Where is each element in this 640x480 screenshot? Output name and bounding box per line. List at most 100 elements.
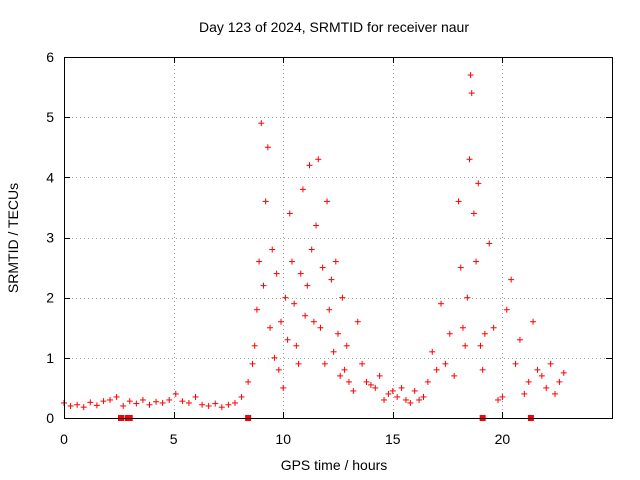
y-tick-label: 4 — [46, 169, 54, 185]
data-point — [394, 393, 401, 400]
axis-ticks: 0 5 10 15 20 0 1 2 3 4 5 6 — [46, 49, 612, 447]
data-point — [534, 366, 541, 373]
data-point — [438, 300, 445, 307]
data-point — [308, 246, 315, 253]
data-point — [490, 324, 497, 331]
x-tick-label: 15 — [385, 431, 401, 447]
data-point — [93, 402, 100, 409]
y-axis-title: SRMTID / TECUs — [5, 183, 21, 293]
data-point — [402, 396, 409, 403]
data-point — [139, 396, 146, 403]
data-point — [477, 342, 484, 349]
data-point — [273, 270, 280, 277]
data-point — [416, 396, 423, 403]
data-point — [420, 393, 427, 400]
data-point — [451, 372, 458, 379]
data-points — [61, 72, 567, 421]
data-point — [354, 318, 361, 325]
data-point — [433, 366, 440, 373]
data-point — [457, 264, 464, 271]
data-point — [179, 398, 186, 405]
data-point — [74, 401, 81, 408]
data-point — [269, 246, 276, 253]
y-tick-label: 1 — [46, 350, 54, 366]
data-point — [212, 400, 219, 407]
y-tick-label: 2 — [46, 290, 54, 306]
data-point — [245, 378, 252, 385]
y-tick-label: 5 — [46, 109, 54, 125]
data-point — [159, 399, 166, 406]
data-point — [280, 384, 287, 391]
data-point — [328, 276, 335, 283]
data-point — [238, 393, 245, 400]
data-point — [343, 342, 350, 349]
data-point — [442, 360, 449, 367]
data-point — [192, 393, 199, 400]
data-point — [286, 210, 293, 217]
data-point — [376, 372, 383, 379]
data-point — [304, 282, 311, 289]
data-point — [470, 210, 477, 217]
data-point — [107, 396, 114, 403]
data-point — [459, 324, 466, 331]
data-point — [264, 144, 271, 151]
data-point — [411, 387, 418, 394]
grid — [64, 57, 612, 418]
y-tick-label: 6 — [46, 49, 54, 65]
data-point — [293, 342, 300, 349]
data-point — [508, 276, 515, 283]
data-point — [258, 120, 265, 127]
data-point — [67, 402, 74, 409]
data-point — [481, 330, 488, 337]
x-axis-title: GPS time / hours — [281, 457, 388, 473]
data-point — [372, 384, 379, 391]
data-point — [530, 318, 537, 325]
data-point — [466, 156, 473, 163]
data-point — [120, 402, 127, 409]
data-point — [446, 330, 453, 337]
data-point — [464, 294, 471, 301]
data-point — [218, 404, 225, 411]
data-point — [503, 306, 510, 313]
data-point — [350, 387, 357, 394]
data-point — [284, 336, 291, 343]
data-point — [185, 399, 192, 406]
data-point — [407, 399, 414, 406]
data-point — [278, 318, 285, 325]
data-point — [315, 156, 322, 163]
data-point — [475, 180, 482, 187]
data-point — [253, 306, 260, 313]
data-point — [339, 294, 346, 301]
x-tick-label: 0 — [60, 431, 68, 447]
data-point — [330, 348, 337, 355]
data-point — [424, 378, 431, 385]
data-point — [302, 312, 309, 319]
data-point — [225, 401, 232, 408]
data-point — [295, 360, 302, 367]
data-point — [310, 318, 317, 325]
data-point — [321, 360, 328, 367]
data-point — [468, 90, 475, 97]
data-point — [538, 372, 545, 379]
y-tick-label: 3 — [46, 230, 54, 246]
data-point — [100, 398, 107, 405]
data-point — [495, 396, 502, 403]
data-point — [345, 378, 352, 385]
data-point — [552, 390, 559, 397]
y-tick-label: 0 — [46, 410, 54, 426]
data-point — [166, 396, 173, 403]
data-point — [326, 306, 333, 313]
x-tick-label: 20 — [495, 431, 511, 447]
plot-frame — [64, 57, 613, 419]
data-point — [153, 398, 160, 405]
data-point — [363, 378, 370, 385]
data-point — [271, 354, 278, 361]
data-point — [199, 401, 206, 408]
data-point — [126, 398, 133, 405]
data-point — [262, 198, 269, 205]
data-point — [332, 258, 339, 265]
data-point — [319, 264, 326, 271]
data-point — [486, 240, 493, 247]
data-point — [398, 384, 405, 391]
